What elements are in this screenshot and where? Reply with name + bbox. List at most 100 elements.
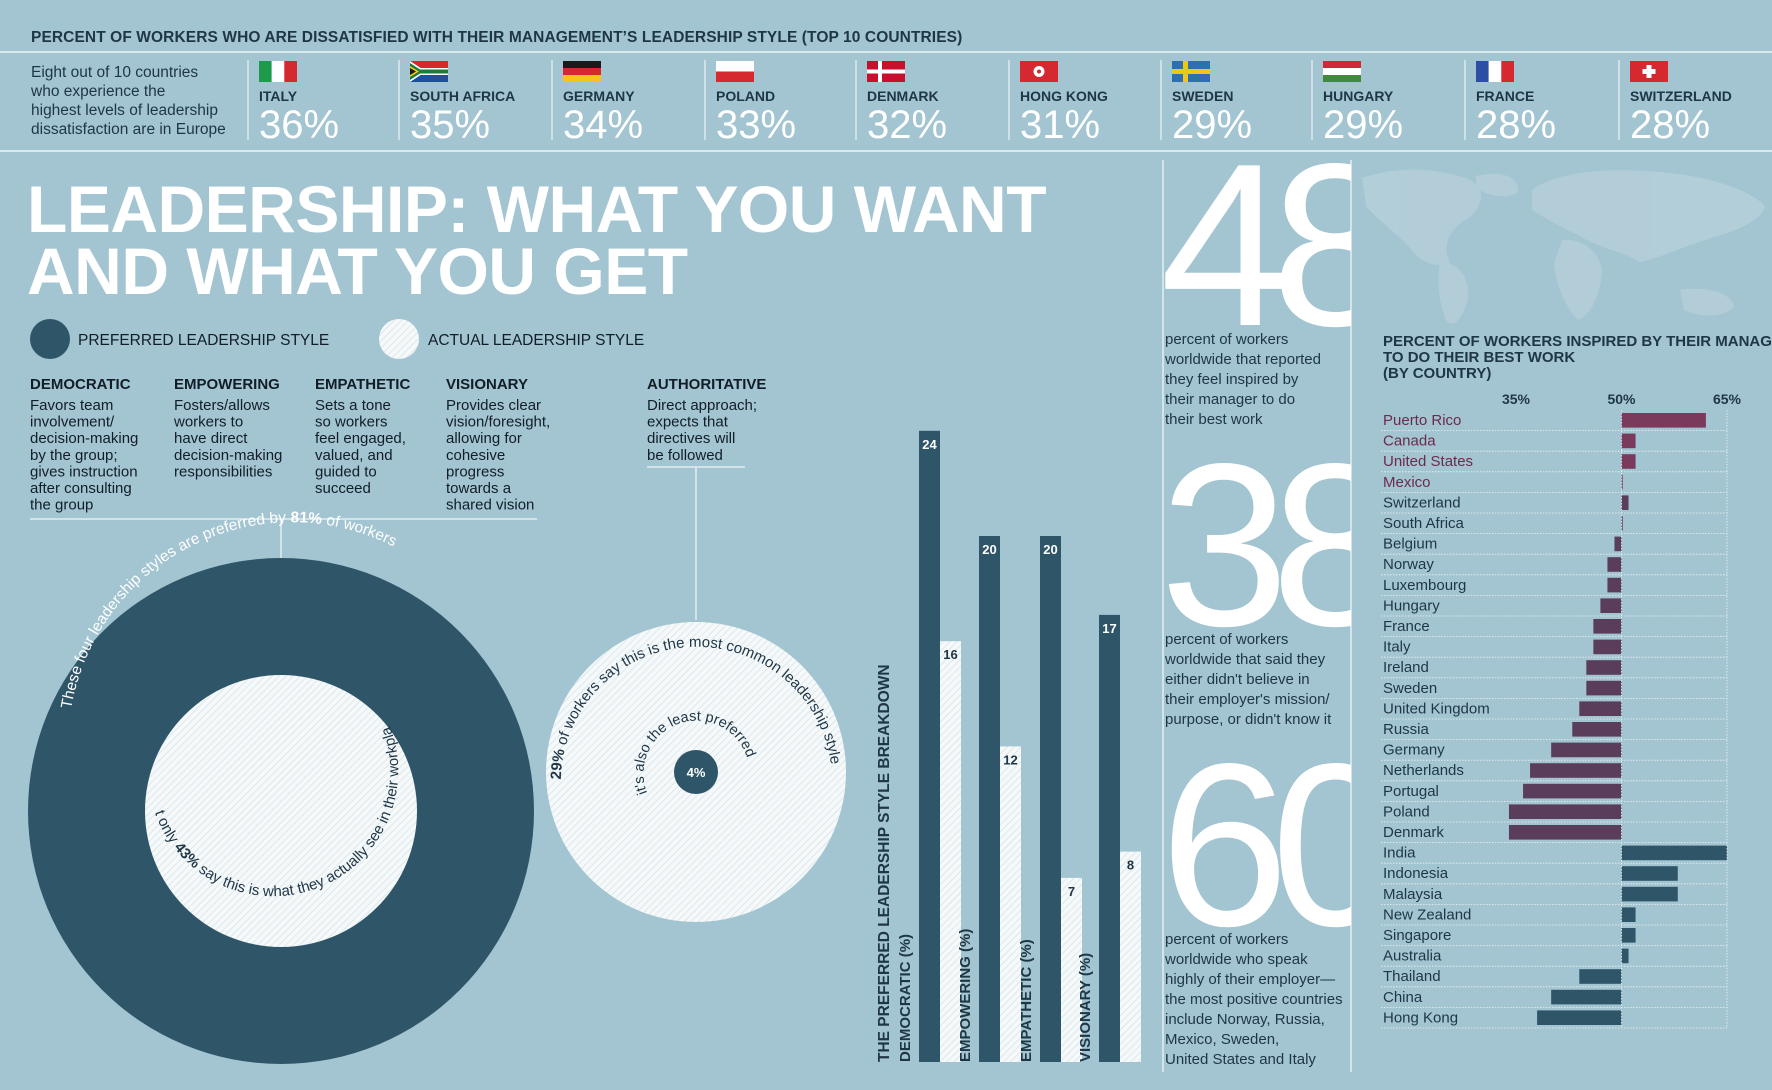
country-label: Switzerland [1383,494,1461,511]
main-title-line1: LEADERSHIP: WHAT YOU WANT [27,172,1046,246]
south-africa-flag-icon [410,61,448,82]
country-bar [1593,639,1622,655]
inspired-chart-title-line: (BY COUNTRY) [1383,365,1491,382]
bar-actual [1061,877,1082,1062]
style-desc-line: Favors team [30,397,113,414]
hong-kong-flag-icon [1020,61,1058,82]
country-bar [1621,495,1629,510]
country-label: Denmark [1383,824,1444,841]
country-bar [1508,825,1622,840]
country-label: Belgium [1383,536,1437,553]
country-bar [1586,680,1622,696]
bar-category-label: DEMOCRATIC (%) [897,934,914,1062]
style-desc-line: responsibilities [174,463,272,480]
style-desc-line: workers to [173,414,243,431]
world-map-silhouette [1362,169,1765,324]
country-label: Portugal [1383,783,1439,800]
auth-center-dot [674,750,718,794]
country-value: 28% [1630,103,1710,147]
style-name: VISIONARY [446,376,528,393]
style-desc-line: towards a [446,480,512,497]
style-desc-line: be followed [647,447,723,464]
country-label: Hungary [1383,597,1440,614]
sweden-flag-icon [1172,61,1210,82]
style-desc-line: have direct [174,430,248,447]
stat-number: 38 [1160,416,1390,675]
bar-value-actual: 7 [1068,884,1075,899]
country-bar [1621,886,1678,902]
country-label: Poland [1383,803,1430,820]
country-name: GERMANY [563,88,635,104]
country-label: Singapore [1383,927,1451,944]
style-desc-line: vision/foresight, [446,414,550,431]
stat-text-line: worldwide that said they [1164,651,1326,668]
country-name: SWEDEN [1172,88,1233,104]
country-name: SOUTH AFRICA [410,88,515,104]
bar-actual [1000,746,1021,1062]
actual-circle [145,675,417,947]
country-label: Germany [1383,742,1445,759]
style-democratic: DEMOCRATIC Favors teaminvolvement/decisio… [30,376,138,514]
bar-actual [1120,851,1141,1062]
country-label: Canada [1383,433,1436,450]
header-title: PERCENT OF WORKERS WHO ARE DISSATISFIED … [31,29,962,46]
country-bar [1579,969,1622,984]
style-descriptions: DEMOCRATIC Favors teaminvolvement/decisio… [30,376,766,514]
country-name: HUNGARY [1323,88,1394,104]
style-desc-line: shared vision [446,497,534,514]
bar-preferred [1040,536,1061,1062]
france-flag-icon [1476,61,1514,82]
country-bar [1530,763,1622,778]
country-label: Thailand [1383,968,1441,985]
inspired-chart-title: PERCENT OF WORKERS INSPIRED BY THEIR MAN… [1383,333,1772,382]
country-label: United States [1383,453,1473,470]
style-name: EMPATHETIC [315,376,410,393]
country-label: United Kingdom [1383,700,1490,717]
country-bar [1551,742,1622,758]
stat-text-line: worldwide who speak [1164,951,1308,968]
axis-tick-label: 35% [1502,391,1531,407]
bar-preferred [979,536,1000,1062]
country-bar [1621,928,1636,943]
country-bar [1621,433,1636,449]
axis-tick-label: 65% [1713,391,1742,407]
style-desc-line: by the group; [30,447,118,464]
country-bar [1621,907,1636,922]
country-bar [1551,989,1622,1005]
country-label: Netherlands [1383,762,1464,779]
style-desc-line: the group [30,497,93,514]
style-desc-line: Direct approach; [647,397,757,414]
country-label: Australia [1383,948,1442,965]
bar-category-label: VISIONARY (%) [1077,953,1094,1062]
stat-text-line: purpose, or didn't know it [1165,711,1332,728]
stat-text-line: percent of workers [1165,631,1288,648]
country-bar [1586,660,1622,675]
country-value: 29% [1323,103,1403,147]
country-bar [1621,516,1623,531]
germany-flag-icon [563,61,601,82]
country-bar [1508,804,1622,819]
bar-value-preferred: 20 [982,542,996,557]
style-desc-line: guided to [315,463,377,480]
header-intro: Eight out of 10 countries who experience… [30,64,226,138]
country-name: FRANCE [1476,88,1534,104]
poland-flag-icon [716,61,754,82]
country-name: HONG KONG [1020,88,1108,104]
country-label: Sweden [1383,680,1437,697]
country-label: India [1383,845,1416,862]
intro-line: dissatisfaction are in Europe [31,121,226,138]
style-desc-line: Provides clear [446,397,541,414]
bar-value-preferred: 24 [922,437,937,452]
style-desc-line: succeed [315,480,371,497]
country-value: 28% [1476,103,1556,147]
